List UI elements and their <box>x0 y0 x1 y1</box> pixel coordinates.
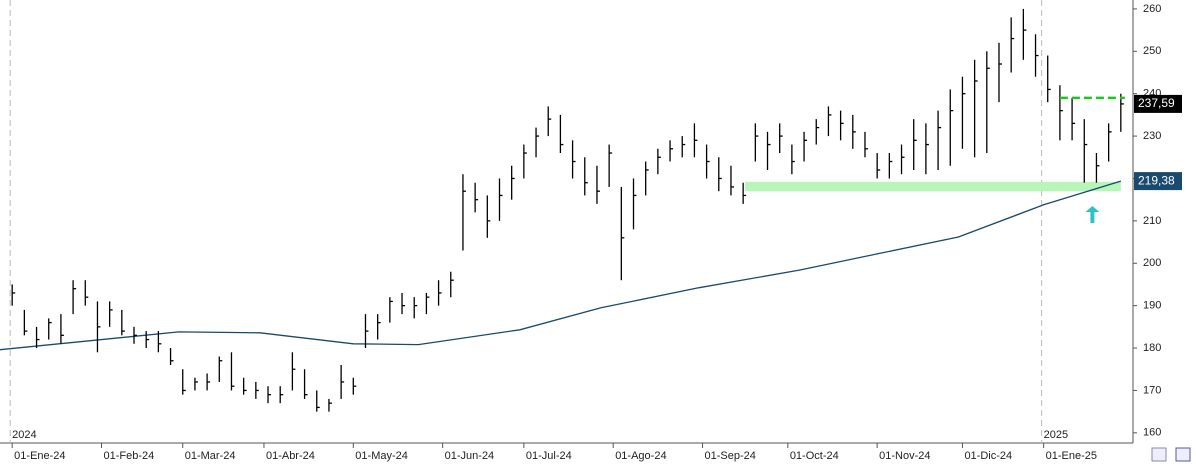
x-tick-label: 01-Abr-24 <box>266 450 315 462</box>
x-tick-label: 01-Jun-24 <box>445 450 495 462</box>
price-tag-label: 237,59 <box>1138 96 1175 110</box>
y-tick-label: 230 <box>1143 130 1161 142</box>
x-tick-label: 01-Feb-24 <box>104 450 155 462</box>
y-tick-label: 260 <box>1143 3 1161 15</box>
x-tick-label: 01-Ene-25 <box>1046 450 1097 462</box>
y-tick-label: 210 <box>1143 215 1161 227</box>
price-tag <box>1134 94 1182 113</box>
x-tick-label: 01-Ago-24 <box>615 450 666 462</box>
support-band <box>745 181 1121 192</box>
save-icon[interactable] <box>1175 447 1191 462</box>
x-tick-label: 01-Sep-24 <box>705 450 756 462</box>
y-tick-label: 200 <box>1143 257 1161 269</box>
year-label: 2025 <box>1044 429 1068 441</box>
x-tick-label: 01-Dic-24 <box>964 450 1012 462</box>
x-tick-label: 01-May-24 <box>355 450 408 462</box>
arrow <box>1085 206 1100 223</box>
y-tick-label: 250 <box>1143 45 1161 57</box>
x-tick-label: 01-Mar-24 <box>185 450 236 462</box>
y-tick-label: 160 <box>1143 427 1161 439</box>
x-tick-label: 01-Oct-24 <box>790 450 839 462</box>
y-tick-label: 170 <box>1143 384 1161 396</box>
moving-average <box>0 180 1121 351</box>
price-tag-label: 219,38 <box>1138 173 1175 187</box>
year-label: 2024 <box>12 429 36 441</box>
y-tick-label: 180 <box>1143 342 1161 354</box>
x-tick-label: 01-Ene-24 <box>14 450 65 462</box>
y-tick-label: 190 <box>1143 300 1161 312</box>
x-tick-label: 01-Nov-24 <box>879 450 930 462</box>
x-tick-label: 01-Jul-24 <box>526 450 572 462</box>
tool-icon[interactable] <box>1151 447 1167 462</box>
price-tag <box>1134 172 1182 191</box>
